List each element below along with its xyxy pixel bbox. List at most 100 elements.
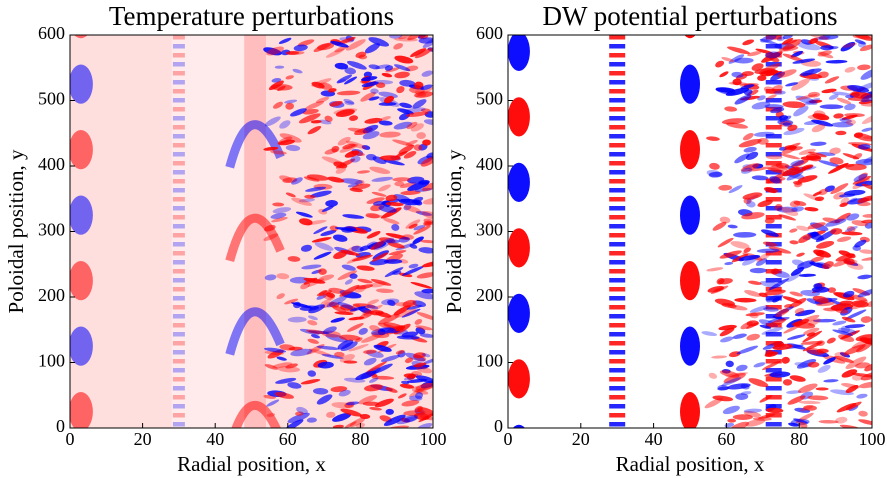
y-tick-label: 600	[476, 23, 503, 43]
field-eddy	[735, 364, 748, 372]
field-eddy	[823, 307, 839, 312]
field-eddy	[279, 344, 296, 351]
field-eddy	[789, 291, 803, 297]
field-eddy	[719, 250, 742, 259]
field-stripe	[609, 359, 626, 364]
field-blob	[680, 260, 700, 301]
field-stripe	[172, 80, 185, 85]
field-eddy	[851, 372, 872, 378]
field-eddy	[302, 109, 319, 115]
field-eddy	[362, 309, 372, 317]
field-eddy	[741, 212, 765, 220]
field-eddy	[398, 236, 411, 243]
y-tick-label: 300	[38, 220, 65, 240]
field-stripe	[609, 62, 626, 67]
field-eddy	[402, 299, 417, 307]
field-eddy	[364, 384, 384, 392]
field-eddy	[845, 95, 854, 99]
field-eddy	[714, 298, 735, 306]
field-eddy	[822, 217, 841, 224]
field-eddy	[332, 234, 348, 242]
field-eddy	[398, 144, 415, 155]
field-stripe	[765, 287, 782, 292]
field-eddy	[287, 382, 302, 389]
field-eddy	[839, 300, 854, 306]
field-blob	[680, 64, 700, 104]
field-eddy	[842, 153, 860, 160]
field-eddy	[797, 383, 818, 394]
field-blob	[70, 391, 93, 428]
field-eddy	[273, 101, 283, 109]
field-eddy	[320, 230, 337, 237]
field-eddy	[364, 43, 380, 54]
field-stripe	[172, 251, 185, 256]
field-eddy	[266, 46, 284, 56]
field-eddy	[414, 48, 433, 59]
field-eddy	[349, 151, 365, 156]
field-eddy	[393, 194, 411, 203]
field-eddy	[383, 159, 405, 166]
field-eddy	[332, 424, 345, 428]
field-eddy	[835, 130, 847, 136]
field-eddy	[318, 82, 333, 90]
field-stripe	[765, 305, 782, 310]
field-eddy	[770, 107, 785, 114]
field-eddy	[357, 278, 373, 284]
field-eddy	[812, 295, 830, 304]
field-eddy	[380, 355, 400, 362]
field-stripe	[765, 35, 782, 40]
field-eddy	[369, 281, 387, 288]
field-eddy	[325, 200, 338, 207]
field-eddy	[342, 214, 365, 219]
field-eddy	[415, 392, 424, 399]
field-eddy	[858, 172, 868, 180]
field-eddy	[736, 345, 759, 355]
field-eddy	[413, 144, 423, 151]
field-eddy	[277, 366, 301, 373]
field-eddy	[738, 138, 762, 148]
field-eddy	[804, 206, 819, 212]
field-eddy	[816, 240, 835, 249]
field-eddy	[806, 35, 829, 41]
field-eddy	[833, 258, 851, 267]
field-stripe	[172, 35, 185, 40]
field-eddy	[725, 360, 734, 368]
field-eddy	[279, 133, 302, 143]
field-eddy	[796, 252, 805, 257]
field-eddy	[718, 278, 733, 285]
field-stripe	[609, 125, 626, 130]
field-eddy	[786, 334, 806, 340]
field-eddy	[347, 323, 364, 332]
field-eddy	[732, 78, 742, 86]
field-stripe	[765, 89, 782, 94]
field-eddy	[778, 115, 789, 121]
field-eddy	[725, 372, 749, 377]
field-eddy	[409, 243, 418, 249]
field-eddy	[803, 193, 823, 202]
field-eddy	[732, 333, 747, 339]
field-eddy	[410, 123, 424, 132]
field-eddy	[783, 127, 805, 136]
field-eddy	[757, 75, 767, 82]
field-eddy	[421, 353, 431, 358]
field-eddy	[779, 153, 801, 160]
field-eddy	[417, 407, 433, 416]
field-eddy	[301, 264, 322, 270]
field-eddy	[266, 399, 280, 407]
field-eddy	[860, 68, 872, 80]
field-stripe	[172, 71, 185, 76]
field-eddy	[817, 364, 831, 373]
field-eddy	[335, 167, 347, 174]
field-eddy	[857, 274, 872, 280]
field-blob	[70, 195, 93, 235]
field-eddy	[727, 304, 748, 311]
field-eddy	[826, 337, 836, 344]
field-eddy	[761, 229, 779, 237]
field-eddy	[843, 259, 858, 265]
field-eddy	[742, 192, 763, 200]
field-stripe	[172, 404, 185, 409]
field-stripe	[609, 395, 626, 400]
field-eddy	[795, 94, 818, 101]
field-eddy	[422, 357, 433, 365]
field-eddy	[831, 91, 853, 96]
